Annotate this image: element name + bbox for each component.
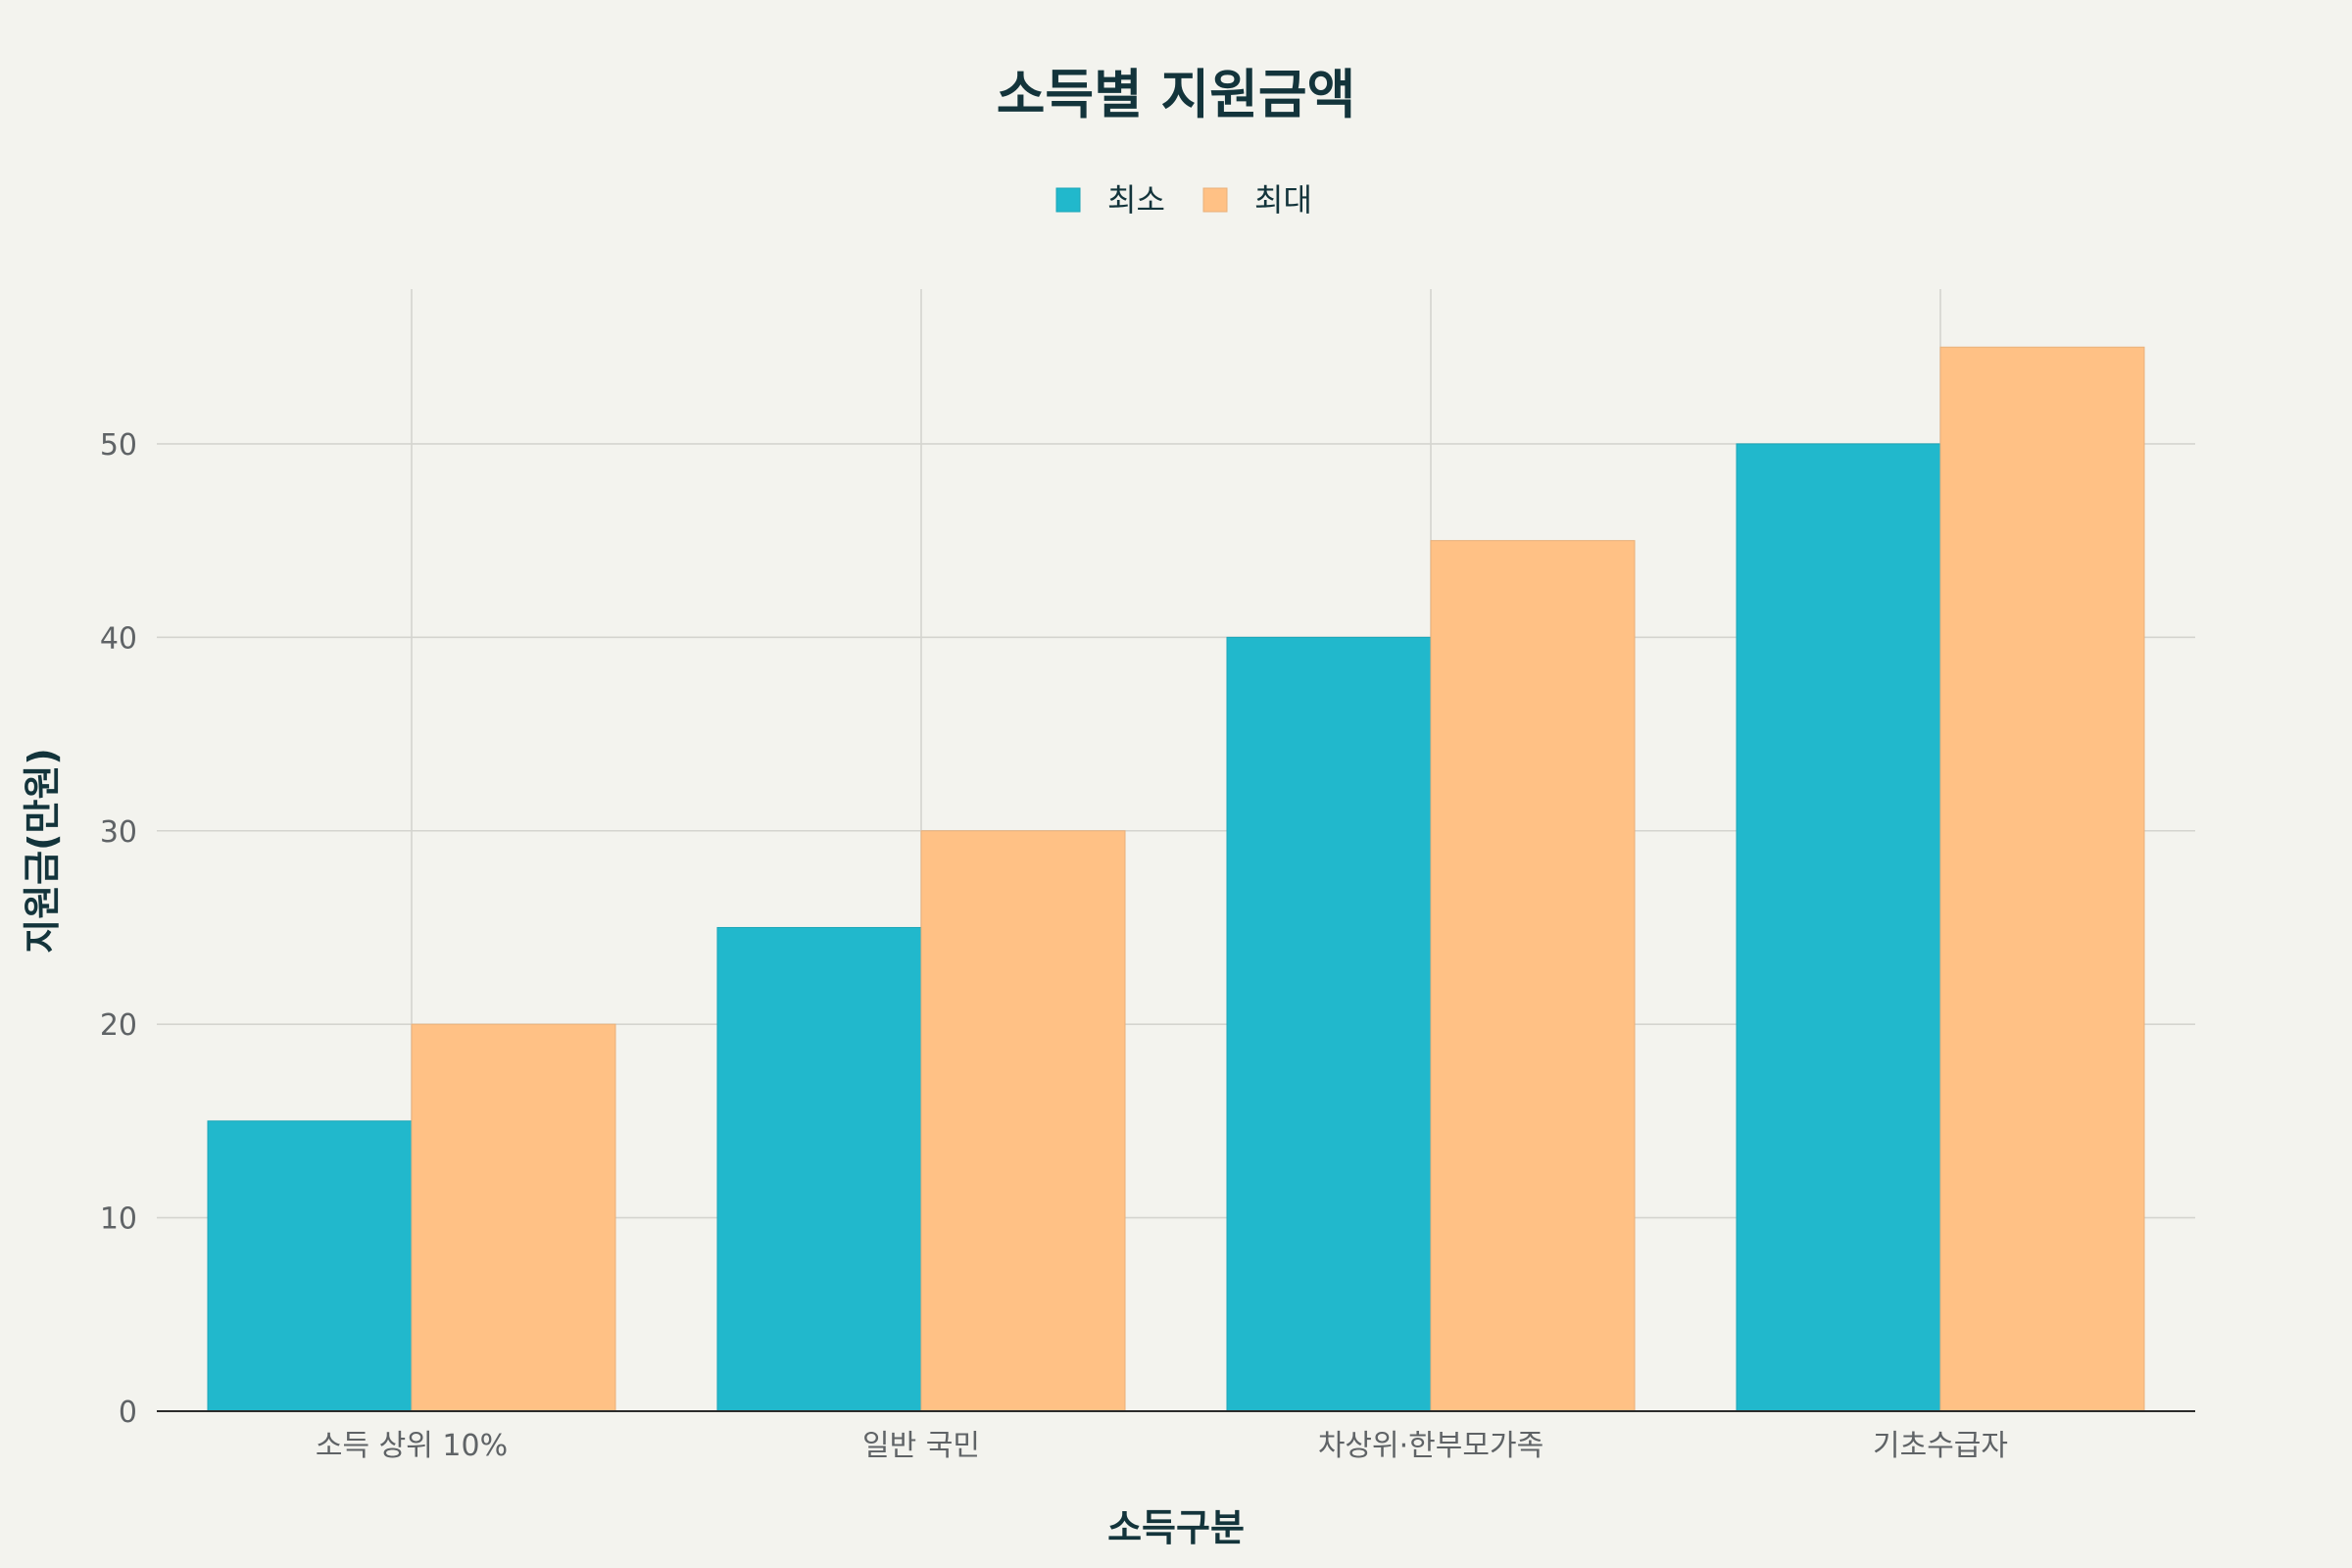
x-tick-label: 차상위·한부모가족 (1318, 1429, 1544, 1463)
bar-min (1736, 443, 1941, 1412)
y-tick-label: 0 (119, 1396, 137, 1430)
bar-max (1430, 540, 1636, 1412)
bar-min (207, 1120, 413, 1412)
chart-title: 소득별 지원금액 (997, 64, 1356, 125)
y-tick-label: 10 (100, 1202, 137, 1237)
legend-label-max: 최대 (1254, 181, 1312, 219)
x-tick-label: 기초수급자 (1873, 1429, 2008, 1463)
bar-min (716, 926, 922, 1412)
y-tick-label: 50 (100, 428, 137, 463)
x-axis-title: 소득구분 (1107, 1506, 1245, 1549)
x-axis-ticks: 소득 상위 10% 일반 국민 차상위·한부모가족 기초수급자 (316, 1429, 2008, 1463)
bar-max (1939, 346, 2145, 1412)
legend-label-min: 최소 (1107, 181, 1165, 219)
legend-swatch-min (1055, 187, 1081, 213)
bars (207, 346, 2145, 1412)
x-tick-label: 소득 상위 10% (316, 1429, 508, 1463)
legend: 최소 최대 (1055, 181, 1312, 219)
legend-swatch-max (1202, 187, 1228, 213)
x-tick-label: 일반 국민 (862, 1429, 980, 1463)
y-axis-ticks: 0 10 20 30 40 50 (100, 428, 137, 1430)
bar-max (920, 830, 1126, 1412)
y-tick-label: 30 (100, 815, 137, 850)
bar-min (1226, 636, 1432, 1412)
y-axis-title: 지원금(만원) (21, 748, 64, 954)
y-tick-label: 40 (100, 621, 137, 656)
y-tick-label: 20 (100, 1008, 137, 1043)
bar-max (411, 1023, 616, 1412)
